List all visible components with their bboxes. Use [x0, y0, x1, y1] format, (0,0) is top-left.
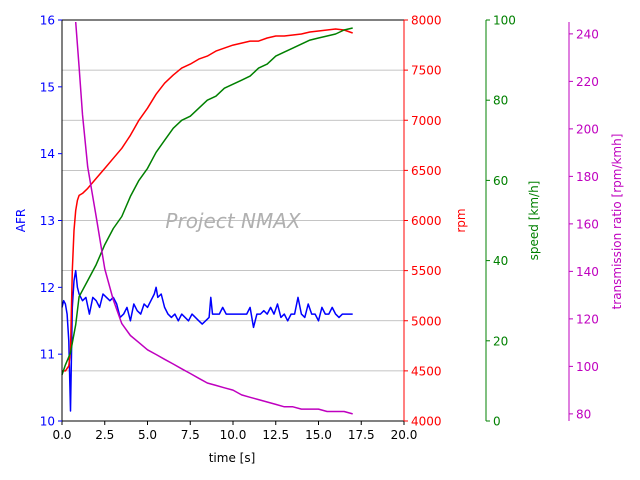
x-tick-label: 0.0 [52, 428, 71, 442]
y-axis-label-ratio: transmission ratio [rpm/kmh] [610, 134, 624, 310]
y-tick-label-speed: 40 [493, 254, 508, 268]
y-tick-label-ratio: 160 [576, 217, 599, 231]
x-tick-label: 20.0 [391, 428, 418, 442]
x-tick-label: 2.5 [95, 428, 114, 442]
y-tick-label-afr: 10 [40, 415, 55, 429]
y-tick-label-rpm: 7000 [411, 114, 442, 128]
series-group [61, 21, 353, 415]
y-tick-label-speed: 20 [493, 334, 508, 348]
series-line-afr [61, 269, 353, 412]
x-tick-label: 17.5 [348, 428, 375, 442]
y-tick-label-rpm: 6000 [411, 214, 442, 228]
watermark: Project NMAX [165, 209, 301, 233]
y-axis-label-afr: AFR [14, 209, 28, 232]
y-tick-label-ratio: 100 [576, 360, 599, 374]
y-tick-label-rpm: 5500 [411, 264, 442, 278]
y-axis-label-rpm: rpm [454, 208, 468, 232]
y-tick-label-ratio: 200 [576, 122, 599, 136]
y-tick-label-afr: 13 [40, 214, 55, 228]
y-tick-label-afr: 12 [40, 281, 55, 295]
x-axis-label: time [s] [209, 451, 256, 465]
y-tick-label-rpm: 6500 [411, 164, 442, 178]
y-tick-label-ratio: 240 [576, 27, 599, 41]
y-tick-label-rpm: 7500 [411, 64, 442, 78]
y-tick-label-ratio: 220 [576, 75, 599, 89]
y-tick-label-speed: 80 [493, 94, 508, 108]
y-tick-label-rpm: 4000 [411, 415, 442, 429]
y-tick-label-afr: 14 [40, 147, 55, 161]
x-tick-label: 12.5 [262, 428, 289, 442]
y-tick-label-rpm: 8000 [411, 14, 442, 28]
y-tick-label-speed: 100 [493, 14, 516, 28]
y-tick-label-afr: 16 [40, 14, 55, 28]
y-tick-label-afr: 11 [40, 348, 55, 362]
y-tick-label-afr: 15 [40, 80, 55, 94]
x-tick-label: 7.5 [181, 428, 200, 442]
y-tick-label-speed: 60 [493, 174, 508, 188]
y-tick-label-ratio: 140 [576, 265, 599, 279]
y-axis-label-speed: speed [km/h] [527, 181, 541, 261]
series-line-speed [61, 27, 353, 376]
x-tick-label: 5.0 [138, 428, 157, 442]
x-tick-label: 15.0 [305, 428, 332, 442]
y-tick-label-rpm: 5000 [411, 314, 442, 328]
y-tick-label-ratio: 80 [576, 407, 591, 421]
y-tick-label-rpm: 4500 [411, 364, 442, 378]
y-tick-label-speed: 0 [493, 415, 501, 429]
y-tick-label-ratio: 180 [576, 170, 599, 184]
x-tick-label: 10.0 [220, 428, 247, 442]
series-line-rpm [62, 28, 353, 372]
axes-group: 0.0 2.5 5.0 7.5 10.0 12.5 15.0 17.5 20.0 10 11 12 13… [14, 14, 624, 443]
y-tick-label-ratio: 120 [576, 312, 599, 326]
series-line-ratio [74, 21, 353, 415]
